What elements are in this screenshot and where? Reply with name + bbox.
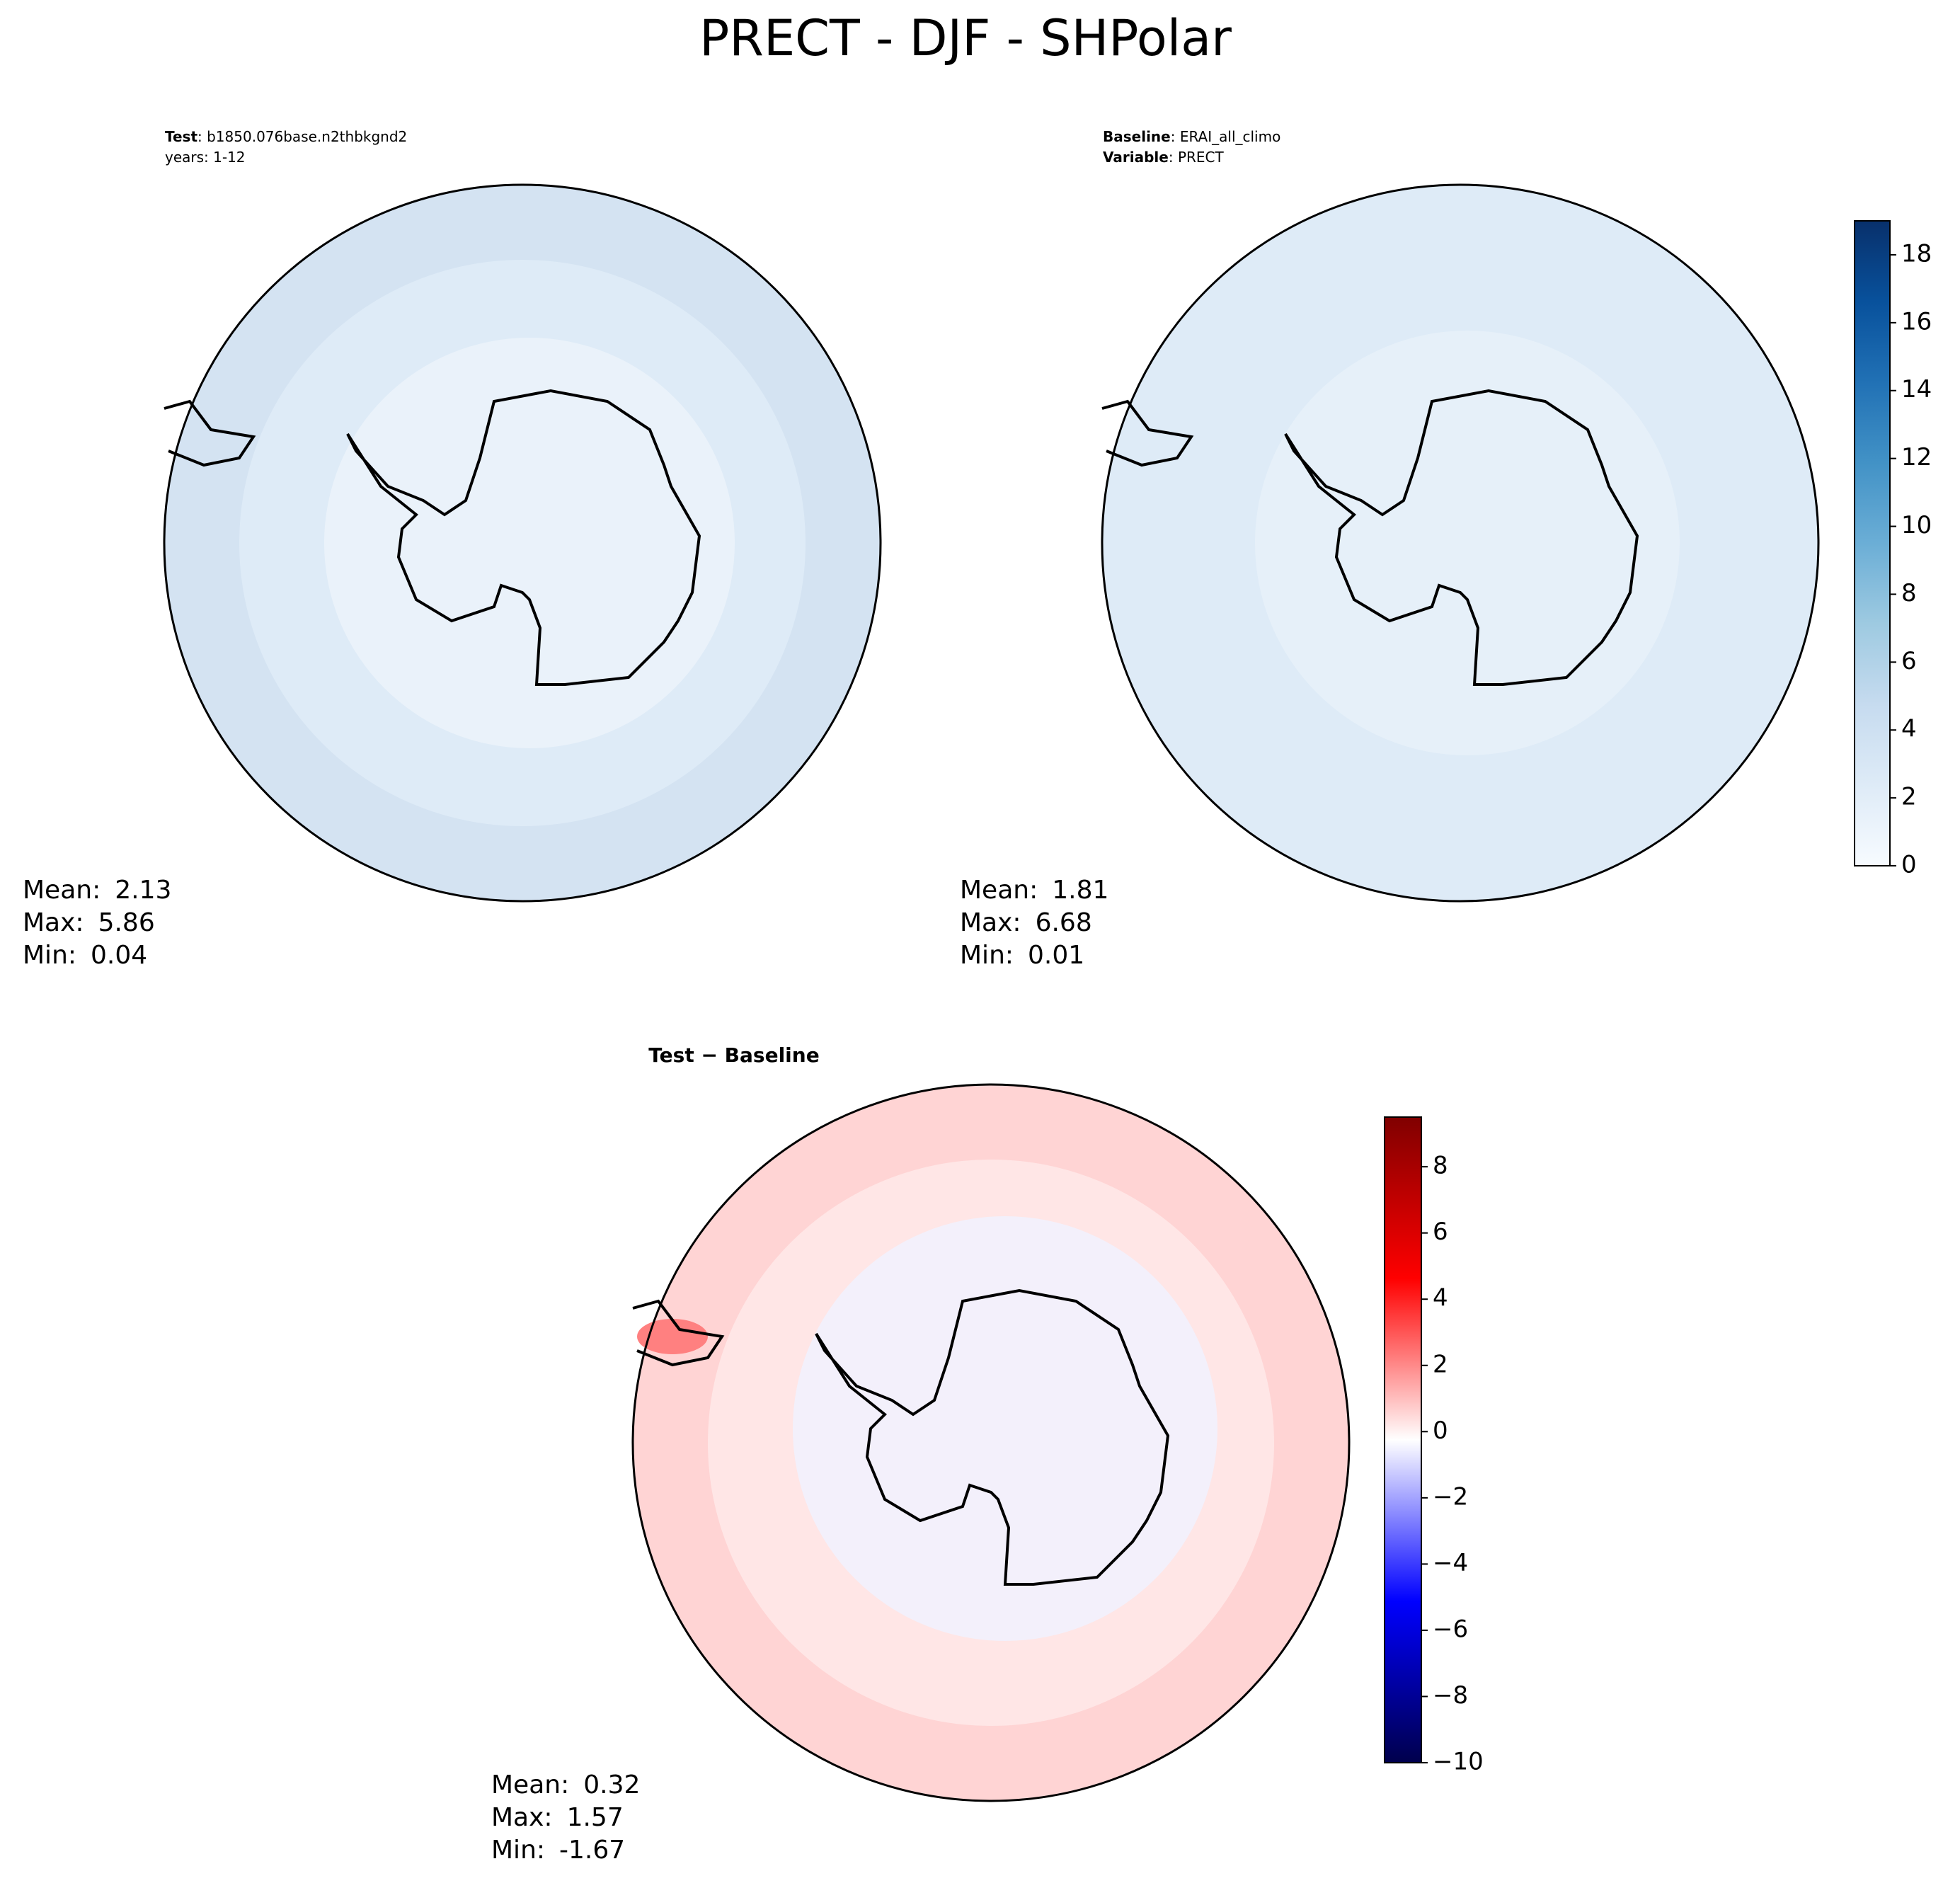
colorbar-tick-label: 16 [1901, 307, 1932, 336]
stat-value: 6.68 [1036, 908, 1092, 937]
colorbar-tick-label: 14 [1901, 375, 1932, 404]
panel-label: Baseline: ERAI_all_climo [1103, 128, 1280, 145]
stat-value: 1.57 [567, 1803, 624, 1832]
stat-label: Max: [23, 908, 84, 937]
colorbar-tick-label: 8 [1901, 579, 1917, 607]
map-zone [793, 1216, 1217, 1641]
stat-label: Min: [23, 941, 76, 970]
colorbar-tick-label: 4 [1433, 1284, 1448, 1312]
colorbar-tick-label: −8 [1433, 1681, 1468, 1710]
panel-sublabel: years: 1-12 [165, 149, 246, 166]
stat-label: Mean: [491, 1770, 569, 1800]
stat-label: Max: [960, 908, 1021, 937]
stat: Min: -1.67 [491, 1836, 625, 1865]
colorbar-tick-label: 0 [1901, 851, 1917, 879]
colorbar-tick-label: 0 [1433, 1417, 1448, 1445]
colorbar-tick-label: 12 [1901, 443, 1932, 471]
label-value: : ERAI_all_climo [1171, 128, 1281, 145]
colorbar-tick-label: −10 [1433, 1748, 1484, 1776]
colorbar-tick-label: −2 [1433, 1482, 1468, 1511]
colorbar-tick-label: 2 [1901, 783, 1917, 811]
map-boundary [1101, 183, 1820, 903]
stat-value: -1.67 [559, 1836, 625, 1865]
colorbar [1854, 220, 1891, 866]
colorbar-tick-label: 6 [1433, 1218, 1448, 1246]
panel-sublabel: Variable: PRECT [1103, 149, 1224, 166]
map-boundary [163, 183, 882, 903]
colorbar-tick-label: 18 [1901, 239, 1932, 268]
colorbar-tick-label: 10 [1901, 511, 1932, 539]
stat: Mean: 2.13 [23, 876, 171, 905]
stat-label: Max: [491, 1803, 553, 1832]
stat-value: 0.01 [1028, 941, 1084, 970]
stat-value: 1.81 [1052, 876, 1108, 905]
label-value: years: 1-12 [165, 149, 246, 166]
stat-label: Min: [960, 941, 1014, 970]
stat: Max: 5.86 [23, 908, 155, 937]
label-key: Variable [1103, 149, 1169, 166]
stat: Mean: 1.81 [960, 876, 1108, 905]
label-key: Baseline [1103, 128, 1171, 145]
stat-value: 0.32 [583, 1770, 640, 1800]
map-zone [1255, 331, 1680, 755]
colorbar [1384, 1116, 1422, 1763]
colorbar-tick-label: −4 [1433, 1549, 1468, 1577]
colorbar-tick-label: −6 [1433, 1615, 1468, 1643]
map-boundary [631, 1083, 1351, 1802]
map-test [163, 183, 882, 903]
stat-value: 2.13 [115, 876, 171, 905]
colorbar-tick-label: 6 [1901, 647, 1917, 675]
stat: Max: 6.68 [960, 908, 1092, 937]
stat: Mean: 0.32 [491, 1770, 640, 1800]
label-key: Test [165, 128, 197, 145]
stat-label: Mean: [23, 876, 101, 905]
stat: Min: 0.01 [960, 941, 1084, 970]
stat: Min: 0.04 [23, 941, 147, 970]
stat-value: 5.86 [98, 908, 155, 937]
panel-title: Test − Baseline [648, 1043, 819, 1067]
colorbar-tick-label: 2 [1433, 1350, 1448, 1378]
colorbar-tick-label: 4 [1901, 715, 1917, 743]
map-zone [637, 1319, 708, 1354]
label-value: : PRECT [1169, 149, 1225, 166]
stat-label: Mean: [960, 876, 1038, 905]
map-baseline [1101, 183, 1820, 903]
stat: Max: 1.57 [491, 1803, 624, 1832]
panel-label: Test: b1850.076base.n2thbkgnd2 [165, 128, 407, 145]
map-diff [631, 1083, 1351, 1802]
stat-value: 0.04 [91, 941, 147, 970]
label-value: : b1850.076base.n2thbkgnd2 [197, 128, 407, 145]
colorbar-tick-label: 8 [1433, 1152, 1448, 1180]
map-zone [324, 338, 735, 748]
stat-label: Min: [491, 1836, 545, 1865]
figure-title: PRECT - DJF - SHPolar [699, 9, 1232, 67]
